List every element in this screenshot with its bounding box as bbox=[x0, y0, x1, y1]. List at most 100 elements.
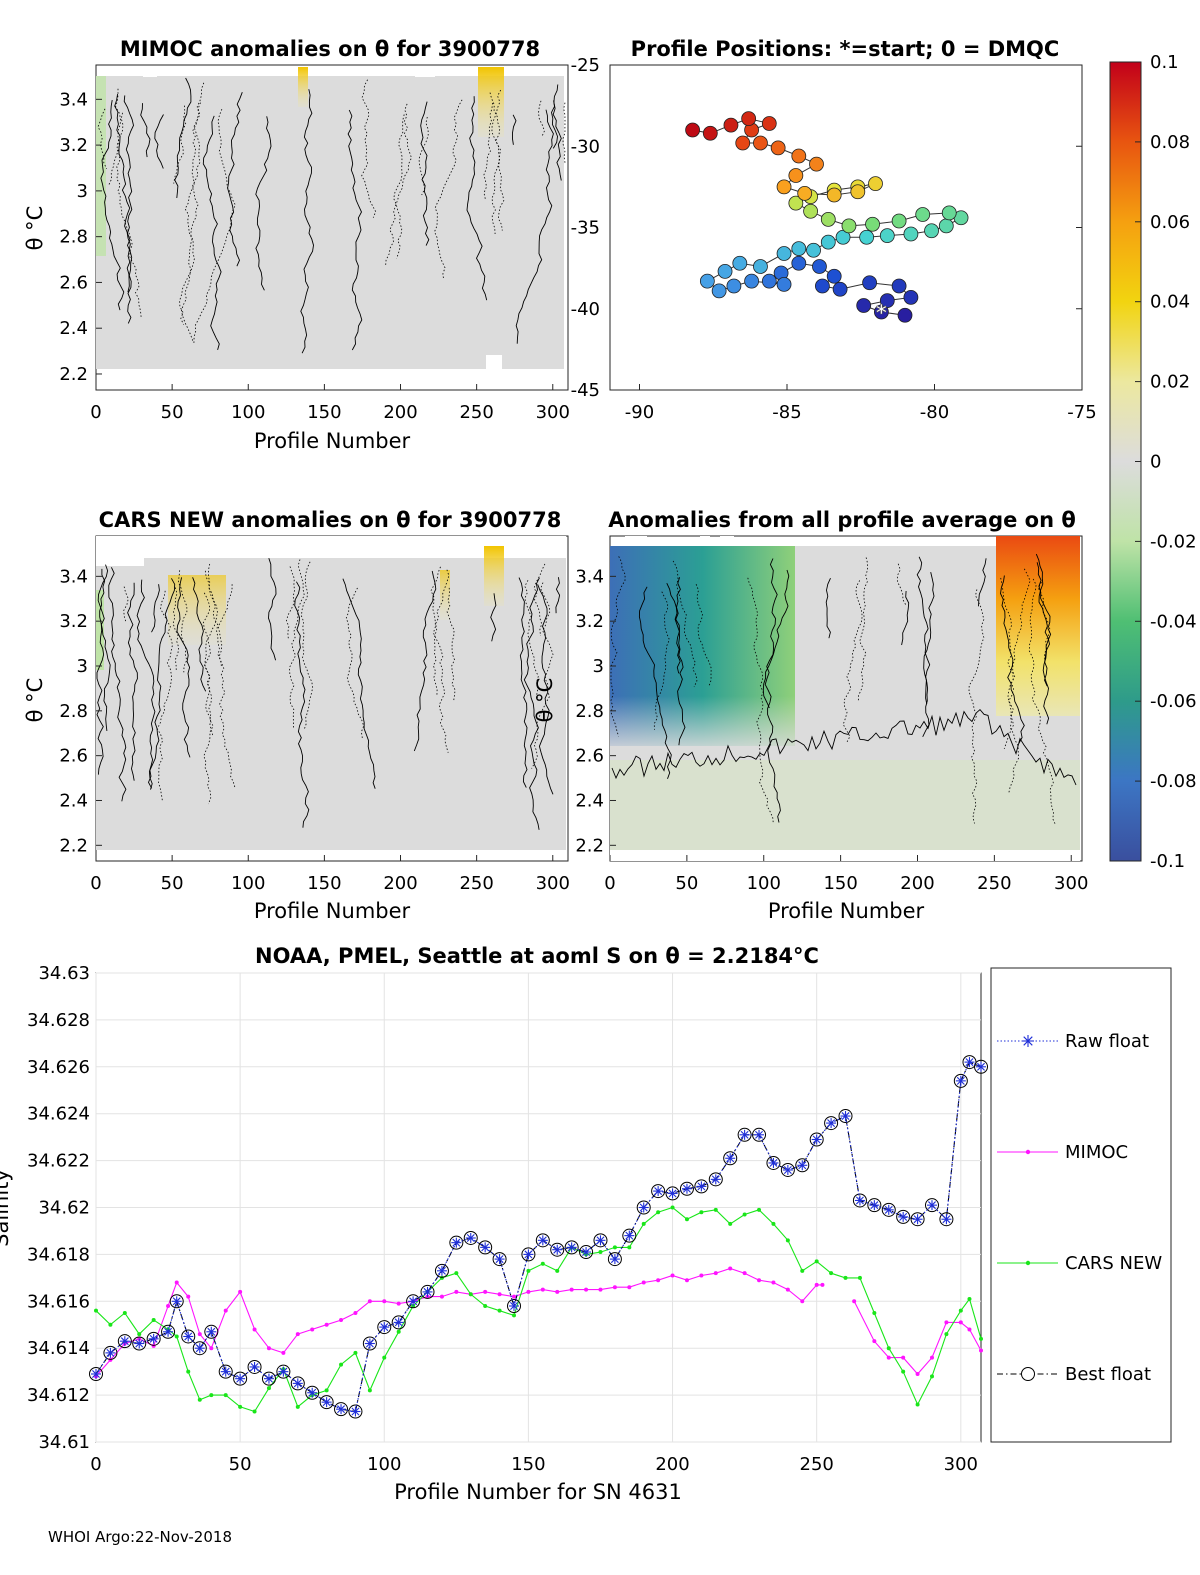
contour-line bbox=[227, 92, 243, 267]
contour-line bbox=[123, 95, 134, 324]
profile-position-point bbox=[815, 278, 830, 294]
series-point bbox=[752, 1127, 767, 1142]
series-point bbox=[238, 1289, 243, 1294]
contour-line bbox=[1000, 577, 1020, 794]
series-point bbox=[811, 1134, 822, 1145]
profile-position-point bbox=[717, 263, 733, 279]
y-tick-label: 34.612 bbox=[27, 1385, 90, 1406]
allavg-ticks: 0 50 100 150 200 250 300 2.2 2.4 2.6 2.8 3 3.2 3.4 bbox=[575, 566, 1088, 894]
y-tick-label: 34.616 bbox=[27, 1291, 90, 1312]
series-point bbox=[929, 1355, 934, 1360]
contour-line bbox=[747, 577, 774, 824]
salinity-panel: 0 50 100 150 200 250 300 34.63 34.628 34.626 34.62… bbox=[0, 944, 988, 1504]
contour-line bbox=[127, 582, 138, 781]
legend: Raw float MIMOC CARS NEW Best float bbox=[990, 967, 1172, 1443]
x-tick-label: 300 bbox=[536, 873, 570, 894]
series-point bbox=[739, 1129, 750, 1140]
series-point bbox=[218, 1364, 233, 1379]
series-point bbox=[223, 1393, 228, 1398]
series-point bbox=[266, 1346, 271, 1351]
profile-position-point bbox=[699, 273, 715, 289]
y-tick-label: -30 bbox=[571, 136, 600, 157]
series-point bbox=[684, 1217, 689, 1222]
profile-position-point bbox=[732, 255, 748, 271]
legend-items: Raw float MIMOC CARS NEW Best float bbox=[997, 1031, 1162, 1385]
series-point bbox=[266, 1386, 271, 1391]
series-point bbox=[408, 1296, 419, 1307]
y-tick-label: 2.2 bbox=[575, 835, 604, 856]
series-point bbox=[276, 1364, 291, 1379]
series-point bbox=[641, 1280, 646, 1285]
contour-line bbox=[538, 100, 545, 137]
profile-position-point bbox=[723, 117, 739, 133]
contour-line bbox=[108, 567, 127, 802]
x-tick-label: 300 bbox=[536, 402, 570, 423]
series-point bbox=[108, 1322, 113, 1327]
series-point bbox=[641, 1221, 646, 1226]
contour-line bbox=[99, 568, 111, 731]
series-point bbox=[94, 1308, 98, 1313]
series-point bbox=[436, 1265, 447, 1276]
series-point bbox=[439, 1294, 444, 1299]
y-tick-label: -25 bbox=[571, 55, 600, 76]
profile-position-point bbox=[806, 242, 821, 258]
colorbar-tick-label: -0.04 bbox=[1150, 611, 1197, 632]
series-point bbox=[468, 1292, 473, 1297]
series-point bbox=[636, 1200, 651, 1215]
profile-position-point bbox=[788, 195, 804, 211]
allavg-weak-patch bbox=[610, 760, 1080, 850]
series-point bbox=[622, 1228, 637, 1243]
series-point bbox=[624, 1230, 635, 1241]
y-tick-label: 3.2 bbox=[59, 611, 88, 632]
contour-line bbox=[413, 570, 437, 752]
series-point bbox=[579, 1245, 594, 1260]
cars-title: CARS NEW anomalies on θ for 3900778 bbox=[99, 508, 562, 532]
series-point bbox=[728, 1221, 733, 1226]
series-point bbox=[881, 1202, 896, 1217]
series-point bbox=[656, 1210, 661, 1215]
legend-item: Best float bbox=[997, 1364, 1151, 1385]
x-tick-label: 0 bbox=[90, 402, 101, 423]
profile-position-point bbox=[753, 135, 768, 151]
series-point bbox=[122, 1311, 127, 1316]
x-tick-label: 300 bbox=[1054, 873, 1088, 894]
x-tick-label: 300 bbox=[944, 1454, 978, 1475]
series-point bbox=[422, 1286, 433, 1297]
contour-line bbox=[490, 593, 497, 642]
contour-line bbox=[285, 566, 295, 639]
series-point bbox=[89, 1366, 103, 1381]
series-point bbox=[353, 1311, 358, 1316]
series-point bbox=[247, 1359, 262, 1374]
contour-line bbox=[177, 570, 188, 673]
cars-gap bbox=[486, 536, 502, 546]
series-point bbox=[91, 1368, 101, 1379]
y-tick-label: 34.63 bbox=[38, 963, 90, 984]
profile-position-point bbox=[791, 148, 807, 164]
contour-line bbox=[151, 584, 160, 633]
series-point bbox=[449, 1235, 464, 1250]
series-point bbox=[593, 1233, 608, 1248]
series-point bbox=[638, 1202, 649, 1213]
allavg-contours bbox=[610, 553, 1077, 826]
series-point bbox=[723, 1151, 738, 1166]
series-point bbox=[506, 1298, 521, 1313]
allavg-gap bbox=[700, 536, 710, 546]
series-point bbox=[964, 1057, 975, 1068]
series-point bbox=[310, 1327, 315, 1332]
series-point bbox=[465, 1232, 476, 1243]
x-tick-label: 150 bbox=[511, 1454, 545, 1475]
series-point bbox=[612, 1285, 617, 1290]
profile-position-point bbox=[820, 211, 836, 227]
start-marker: * bbox=[876, 301, 887, 325]
contour-line bbox=[518, 577, 528, 788]
x-tick-label: 50 bbox=[675, 873, 698, 894]
profile-position-point bbox=[938, 218, 954, 234]
y-tick-label: 3.2 bbox=[59, 135, 88, 156]
contour-line bbox=[653, 591, 670, 730]
series-point bbox=[238, 1404, 243, 1409]
y-tick-label: 34.614 bbox=[27, 1338, 90, 1359]
series-point bbox=[598, 1250, 603, 1255]
contour-line bbox=[96, 564, 109, 775]
series-point bbox=[555, 1268, 560, 1273]
y-tick-label: 3.2 bbox=[575, 611, 604, 632]
